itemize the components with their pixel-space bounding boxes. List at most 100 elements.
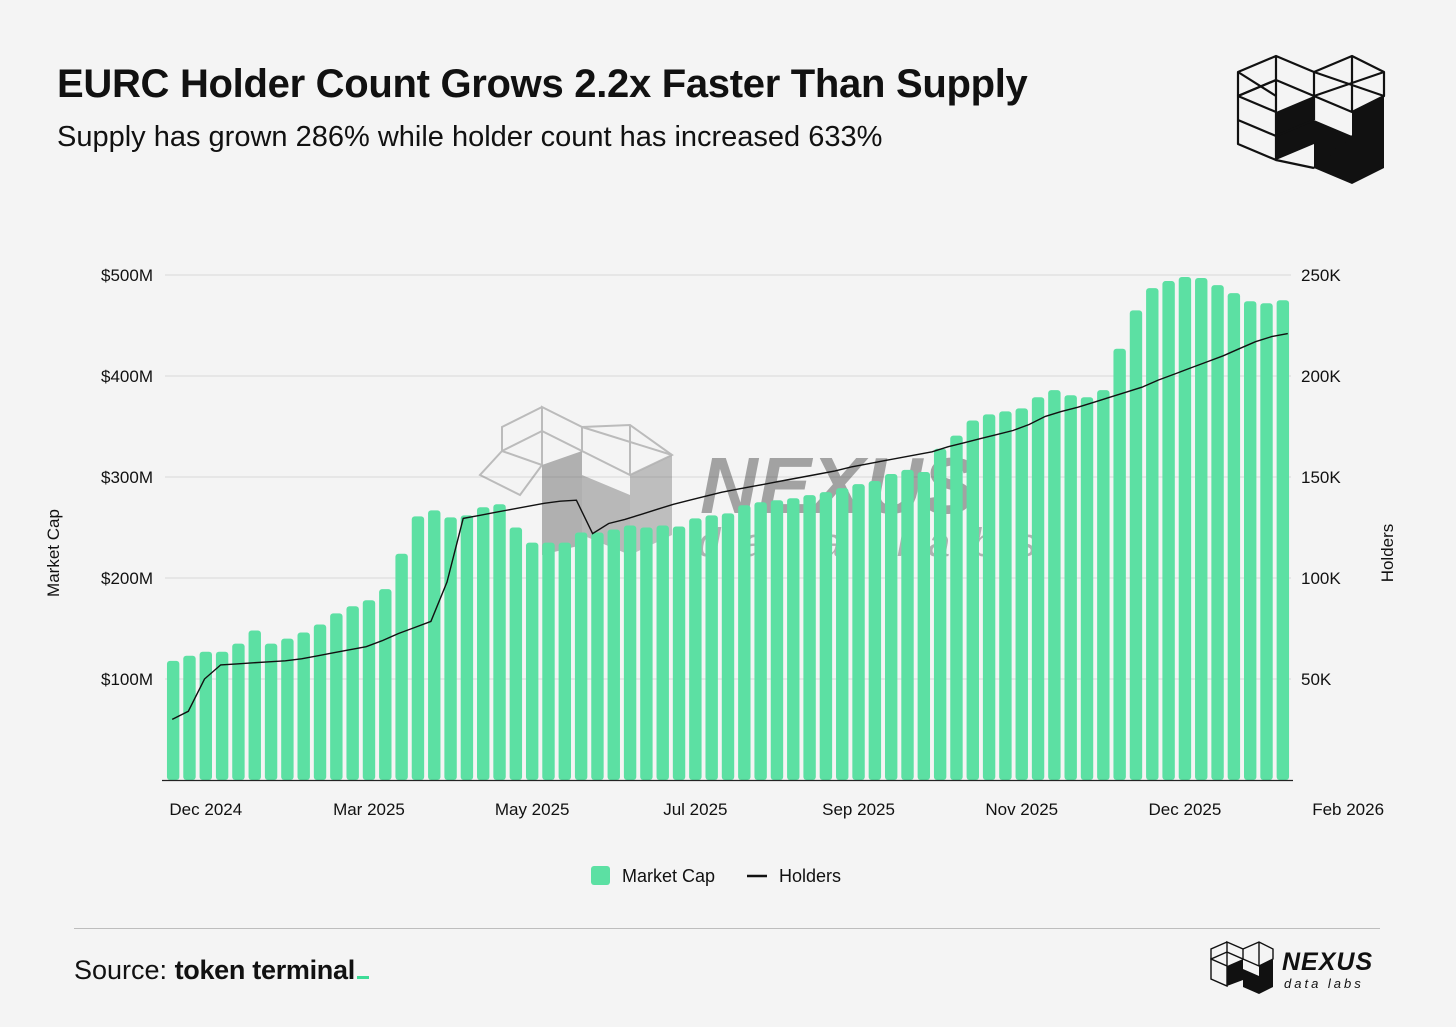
bar-market-cap: [1080, 397, 1094, 780]
bar-market-cap: [689, 518, 702, 780]
chart-area: NEXUS data labs $100M$200M$300M$400M$500…: [44, 266, 1397, 886]
y-right-tick-label: 100K: [1301, 569, 1341, 588]
legend-label-holders: Holders: [779, 866, 841, 886]
bar-market-cap: [297, 632, 310, 780]
bar-market-cap: [1031, 397, 1045, 780]
bar-market-cap: [656, 525, 669, 780]
bar-market-cap: [819, 492, 833, 780]
bar-market-cap: [950, 435, 963, 780]
legend-label-market-cap: Market Cap: [622, 866, 715, 886]
bar-market-cap: [1227, 293, 1241, 780]
bar-market-cap: [1015, 408, 1028, 780]
x-tick-label: Nov 2025: [985, 800, 1058, 819]
y-axis-left: $100M $200M $300M $400M $500M: [101, 266, 153, 689]
bar-market-cap: [966, 420, 979, 780]
bar-market-cap: [770, 500, 784, 780]
bar-market-cap: [836, 488, 849, 780]
x-tick-label: Dec 2025: [1149, 800, 1222, 819]
source-credit: Source: token terminal: [74, 955, 369, 986]
y-right-tick-label: 200K: [1301, 367, 1341, 386]
x-tick-label: Dec 2024: [169, 800, 242, 819]
chart-title: EURC Holder Count Grows 2.2x Faster Than…: [57, 62, 1028, 106]
bar-market-cap: [623, 525, 637, 780]
bar-market-cap: [754, 502, 767, 780]
bar-market-cap: [428, 510, 441, 780]
bar-market-cap: [199, 651, 212, 780]
bar-market-cap: [1244, 301, 1257, 780]
bar-market-cap: [787, 498, 800, 780]
y-axis-left-label: Market Cap: [44, 509, 63, 597]
legend: Market Cap Holders: [591, 866, 841, 886]
bar-market-cap: [379, 589, 392, 780]
bar-market-cap: [1113, 348, 1126, 780]
footer-divider: [74, 928, 1380, 929]
bar-market-cap: [721, 513, 735, 780]
y-left-tick-label: $400M: [101, 367, 153, 386]
bar-market-cap: [917, 471, 931, 780]
bar-market-cap: [346, 606, 359, 780]
source-prefix: Source:: [74, 955, 168, 985]
holders-line: [171, 332, 1288, 721]
bar-market-cap: [183, 655, 196, 780]
bar-market-cap: [493, 504, 506, 780]
bar-market-cap: [166, 660, 180, 780]
bar-market-cap: [591, 532, 604, 780]
bar-market-cap: [509, 527, 523, 780]
bar-market-cap: [1129, 310, 1143, 780]
bar-market-cap: [232, 643, 245, 780]
bar-market-cap: [868, 481, 882, 780]
bar-market-cap: [542, 542, 555, 780]
bar-market-cap: [1064, 395, 1077, 780]
y-right-tick-label: 250K: [1301, 266, 1341, 285]
y-right-tick-label: 150K: [1301, 468, 1341, 487]
y-axis-right: 50K 100K 150K 200K 250K: [1301, 266, 1341, 689]
bar-market-cap: [1162, 281, 1175, 780]
legend-swatch-market-cap: [591, 866, 610, 885]
x-axis-ticks: Dec 2024 Mar 2025 May 2025 Jul 2025 Sep 2025…: [169, 800, 1384, 819]
source-cursor-mark: [356, 976, 369, 979]
bar-market-cap: [1048, 390, 1061, 780]
bar-market-cap: [330, 613, 343, 780]
watermark-sub: data labs: [698, 521, 1058, 565]
footer-logo-sub: data labs: [1284, 976, 1364, 991]
nexus-logo-icon: [1236, 52, 1386, 188]
bar-market-cap: [982, 414, 996, 780]
bar-market-cap: [1211, 285, 1224, 780]
x-tick-label: Jul 2025: [663, 800, 727, 819]
x-tick-label: Sep 2025: [822, 800, 895, 819]
bar-market-cap: [1097, 390, 1110, 780]
bar-market-cap: [477, 507, 490, 780]
bar-market-cap: [444, 517, 457, 780]
footer-logo: NEXUS data labs: [1210, 940, 1382, 996]
footer-logo-brand: NEXUS: [1282, 948, 1374, 976]
line-holders: [171, 332, 1288, 721]
x-tick-label: May 2025: [495, 800, 570, 819]
bar-market-cap: [607, 529, 620, 780]
bar-market-cap: [313, 624, 327, 780]
y-right-tick-label: 50K: [1301, 670, 1332, 689]
bar-market-cap: [1146, 288, 1159, 780]
bar-market-cap: [999, 411, 1012, 780]
source-brand: token terminal: [174, 955, 356, 985]
bar-market-cap: [738, 505, 751, 780]
x-tick-label: Mar 2025: [333, 800, 405, 819]
bar-market-cap: [803, 495, 816, 780]
bar-market-cap: [884, 473, 898, 780]
bar-market-cap: [1195, 278, 1208, 780]
bar-market-cap: [215, 651, 229, 780]
bar-market-cap: [1260, 303, 1273, 780]
x-tick-label: Feb 2026: [1312, 800, 1384, 819]
bar-market-cap: [852, 484, 865, 780]
bar-market-cap: [395, 553, 408, 780]
bar-market-cap: [248, 630, 261, 780]
market-cap-bars: [166, 277, 1290, 780]
bar-market-cap: [672, 526, 686, 780]
bar-market-cap: [574, 532, 588, 780]
chart-subtitle: Supply has grown 286% while holder count…: [57, 121, 883, 153]
bar-market-cap: [933, 448, 947, 780]
y-left-tick-label: $300M: [101, 468, 153, 487]
y-left-tick-label: $200M: [101, 569, 153, 588]
bar-market-cap: [264, 643, 278, 780]
bar-market-cap: [901, 469, 914, 780]
nexus-mark-icon: [1210, 940, 1274, 994]
